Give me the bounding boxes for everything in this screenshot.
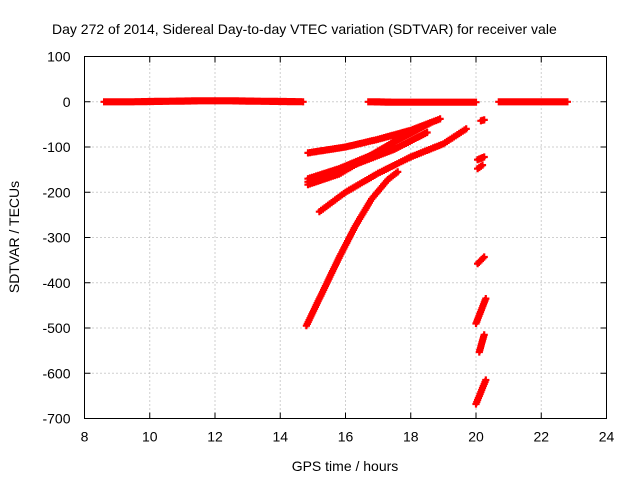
data-point-cluster (302, 168, 402, 330)
series-arc-8 (315, 125, 470, 216)
x-tick-label: 24 (599, 429, 615, 445)
data-point-cluster (474, 153, 488, 164)
x-tick-label: 22 (533, 429, 549, 445)
x-tick-label: 16 (338, 429, 354, 445)
y-tick-label: 100 (47, 49, 71, 65)
data-point-cluster (315, 125, 470, 216)
y-tick-label: -700 (42, 411, 70, 427)
y-tick-label: -400 (42, 275, 70, 291)
series-arc-2 (364, 98, 480, 106)
data-point-cluster (495, 98, 571, 106)
data-point-cluster (100, 97, 307, 106)
series-layer (100, 97, 571, 408)
data-point-cluster (475, 331, 488, 356)
grid (84, 56, 607, 419)
y-tick-label: -600 (42, 365, 70, 381)
data-point-cluster (472, 376, 490, 408)
x-axis-title: GPS time / hours (292, 458, 399, 474)
data-point-cluster (472, 295, 490, 328)
plot-frame (84, 56, 607, 419)
y-axis-title: SDTVAR / TECUs (6, 181, 22, 293)
x-tick-label: 20 (468, 429, 484, 445)
x-tick-label: 8 (81, 429, 89, 445)
y-tick-label: -100 (42, 139, 70, 155)
series-arc-1 (100, 97, 307, 106)
y-tick-label: -200 (42, 184, 70, 200)
chart-title: Day 272 of 2014, Sidereal Day-to-day VTE… (52, 21, 557, 37)
data-point-cluster (474, 161, 487, 173)
tick-labels: 8 10 12 14 16 18 20 22 24 100 0 -100 -200 -300 -400 -50… (42, 49, 614, 445)
data-point-cluster (477, 116, 488, 125)
x-tick-label: 18 (403, 429, 419, 445)
series-arc-9 (302, 168, 402, 330)
series-arc-7 (304, 128, 431, 186)
data-point-cluster (364, 98, 480, 106)
y-tick-label: 0 (63, 94, 71, 110)
series-arc-3 (495, 98, 571, 106)
y-tick-label: -300 (42, 230, 70, 246)
y-tick-label: -500 (42, 320, 70, 336)
series-arc-10 (472, 116, 490, 408)
data-point-cluster (474, 253, 488, 268)
x-tick-label: 10 (142, 429, 158, 445)
x-tick-label: 12 (207, 429, 223, 445)
x-tick-label: 14 (272, 429, 288, 445)
data-point-cluster (304, 128, 431, 186)
